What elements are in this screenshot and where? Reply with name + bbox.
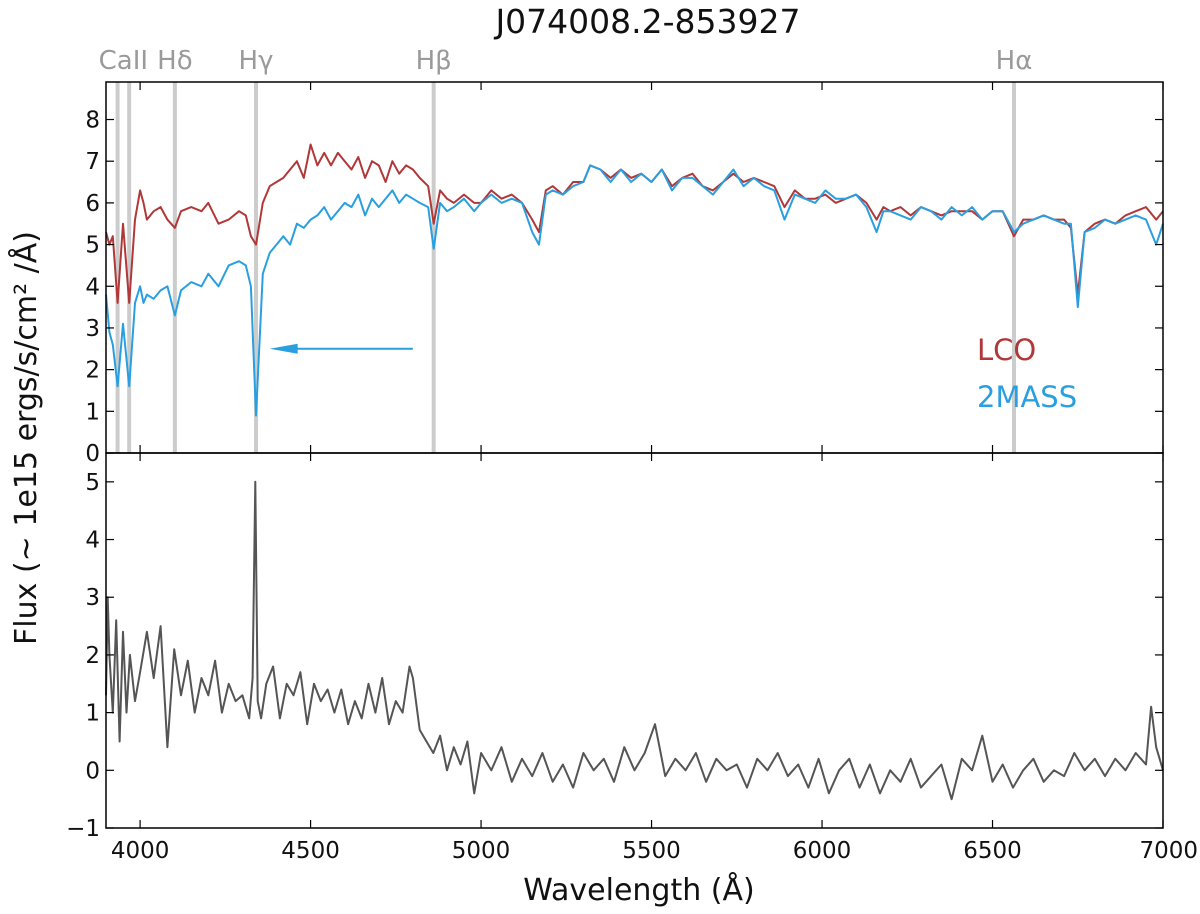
x-tick-label-1: 4500 <box>281 838 340 864</box>
legend-entry-2mass: 2MASS <box>977 380 1077 414</box>
x-tick-label-3: 5500 <box>622 838 681 864</box>
x-tick-label-4: 6000 <box>793 838 852 864</box>
series-line-2mass <box>105 164 1164 417</box>
x-tick-label-6: 7000 <box>1139 838 1198 864</box>
bottom-y-tick-label-5: 4 <box>85 528 100 554</box>
axes <box>105 81 1164 829</box>
bottom-y-tick-label-1: 0 <box>85 758 100 784</box>
x-tick-label-0: 4000 <box>111 838 170 864</box>
top-y-tick-label-6: 6 <box>85 191 100 217</box>
top-y-tick-label-7: 7 <box>85 149 100 175</box>
bottom-y-tick-label-0: −1 <box>66 816 100 842</box>
line-marker-label-1: Hδ <box>157 46 192 76</box>
series-line-lco <box>105 143 1164 304</box>
bottom-y-tick-label-3: 2 <box>85 643 100 669</box>
bottom-y-tick-label-2: 1 <box>85 701 100 727</box>
top-y-tick-label-4: 4 <box>85 274 100 300</box>
top-y-tick-label-8: 8 <box>85 108 100 134</box>
top-y-tick-label-3: 3 <box>85 316 100 342</box>
series-line-difference <box>105 480 1164 801</box>
bottom-y-tick-label-4: 3 <box>85 585 100 611</box>
line-marker-label-2: Hγ <box>239 46 274 76</box>
x-tick-label-2: 5000 <box>452 838 511 864</box>
x-tick-label-5: 6500 <box>963 838 1022 864</box>
x-axis-label: Wavelength (Å) <box>523 872 754 908</box>
top-y-tick-label-0: 0 <box>85 441 100 467</box>
bottom-y-tick-label-6: 5 <box>85 470 100 496</box>
line-marker-label-4: Hα <box>996 46 1033 76</box>
data-series <box>105 143 1164 801</box>
line-marker-label-0: CaII <box>99 46 148 76</box>
top-y-tick-label-5: 5 <box>85 233 100 259</box>
legend-entry-lco: LCO <box>977 333 1036 367</box>
chart-title: J074008.2-853927 <box>493 2 800 41</box>
spectral-line-markers <box>115 82 1016 453</box>
top-y-tick-label-1: 1 <box>85 399 100 425</box>
arrow-head <box>269 343 298 354</box>
top-y-tick-label-2: 2 <box>85 358 100 384</box>
bottom-panel-frame <box>105 452 1164 829</box>
y-axis-label: Flux (~ 1e15 ergs/s/cm² /Å) <box>8 231 44 645</box>
line-marker-label-3: Hβ <box>416 46 452 76</box>
